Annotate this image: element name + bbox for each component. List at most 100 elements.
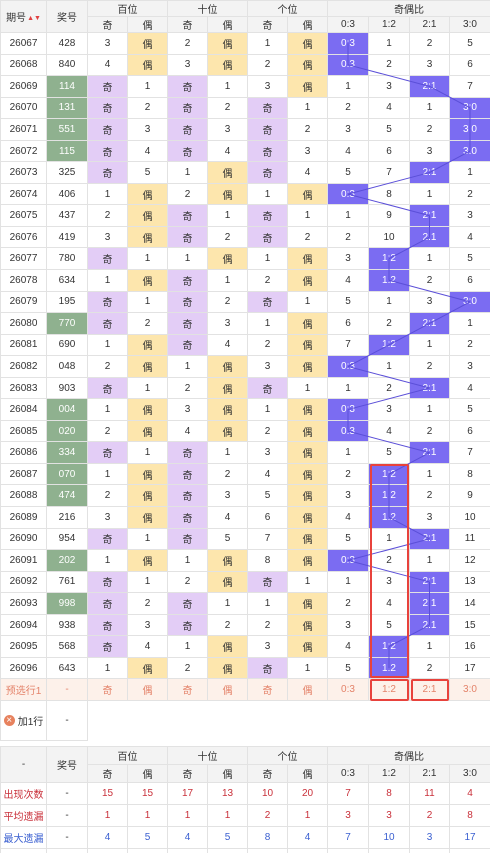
- hundreds-even-cell: 偶: [127, 32, 168, 55]
- tens-odd-cell: 奇: [167, 96, 208, 120]
- tens-odd-cell: 奇: [167, 312, 208, 335]
- units-even-cell: 偶: [287, 32, 328, 55]
- sub-header-units-odd: 奇: [247, 16, 288, 33]
- footer-units-header: 个位: [247, 746, 328, 766]
- footer-sub-1: 偶: [127, 764, 168, 784]
- tens-even-cell: 2: [207, 225, 248, 249]
- ratio-cell: 1: [368, 290, 410, 314]
- ratio-cell: 4: [368, 96, 410, 120]
- units-even-cell: 偶: [287, 527, 328, 551]
- hundreds-even-cell: 偶: [127, 462, 168, 486]
- ratio-cell: 2:1: [409, 376, 450, 400]
- hundreds-odd-cell: 2: [87, 484, 128, 508]
- ratio-cell: 5: [449, 32, 490, 55]
- table-row: 26083 903 奇 1 2 偶奇 1 1 2 2:1 4: [0, 376, 490, 400]
- sub-header-ratio-1-2: 1:2: [368, 16, 410, 33]
- prize-cell: 634: [46, 269, 88, 292]
- units-odd-cell: 1: [247, 312, 288, 335]
- stats-value: 4: [167, 826, 208, 850]
- stats-value: 3: [409, 848, 450, 853]
- tens-odd-cell: 奇: [167, 506, 208, 529]
- prize-cell: 131: [46, 96, 88, 120]
- units-odd-cell: 6: [247, 506, 288, 529]
- footer-dash-header: -: [0, 746, 47, 784]
- units-odd-cell: 奇: [247, 570, 288, 594]
- hundreds-even-cell: 2: [127, 312, 168, 335]
- predict-ratio-1-2[interactable]: 1:2: [368, 678, 410, 702]
- hundreds-odd-cell: 1: [87, 333, 128, 357]
- prize-cell: 474: [46, 484, 88, 508]
- units-even-cell: 偶: [287, 398, 328, 421]
- issue-cell: 26075: [0, 204, 47, 227]
- ratio-cell: 2:1: [409, 527, 450, 551]
- issue-cell: 26081: [0, 333, 47, 357]
- prize-cell: 325: [46, 161, 88, 184]
- sub-header-tens-even: 偶: [207, 16, 248, 33]
- ratio-cell: 3: [409, 506, 450, 529]
- ratio-cell: 2:1: [409, 204, 450, 227]
- ratio-cell: 6: [368, 139, 410, 163]
- ratio-cell: 2: [449, 182, 490, 206]
- ratio-cell: 5: [327, 527, 369, 551]
- table-row: 26090 954 奇 1 奇 5 7 偶 5 1 2:1 11: [0, 527, 490, 551]
- predict-tens-odd[interactable]: 奇: [167, 678, 208, 702]
- predict-tens-even[interactable]: 偶: [207, 678, 248, 702]
- units-odd-cell: 2: [247, 269, 288, 292]
- issue-cell: 26072: [0, 139, 47, 163]
- predict-units-odd[interactable]: 奇: [247, 678, 288, 702]
- hundreds-odd-cell: 3: [87, 225, 128, 249]
- highlight-box-predict-2-1: [410, 678, 449, 701]
- tens-even-cell: 5: [207, 527, 248, 551]
- units-odd-cell: 4: [247, 462, 288, 486]
- footer-tens-header: 十位: [167, 746, 248, 766]
- ratio-cell: 5: [368, 441, 410, 464]
- add-row-cell[interactable]: × 加1行: [0, 700, 47, 742]
- ratio-cell: 0:3: [327, 398, 369, 421]
- ratio-cell: 2:1: [409, 441, 450, 464]
- add-row-label: 加1行: [17, 717, 44, 729]
- predict-hundreds-even[interactable]: 偶: [127, 678, 168, 702]
- table-row: 26087 070 1 偶奇 2 4 偶 2 1:2 1 8: [0, 462, 490, 486]
- predict-row[interactable]: 预选行1 - 奇 偶 奇 偶 奇 偶 0:3 1:2 2:1 3:0: [0, 678, 490, 702]
- issue-column-header[interactable]: 期号▲▼: [0, 0, 47, 33]
- ratio-cell: 1: [327, 441, 369, 464]
- tens-odd-cell: 2: [167, 570, 208, 594]
- footer-sub-9: 3:0: [449, 764, 490, 784]
- stats-value: 11: [409, 782, 450, 806]
- prize-cell: 780: [46, 247, 88, 271]
- units-even-cell: 偶: [287, 635, 328, 658]
- sub-header-units-even: 偶: [287, 16, 328, 33]
- ratio-cell: 2: [409, 118, 450, 141]
- ratio-cell: 3: [409, 139, 450, 163]
- stats-value: 5: [87, 848, 128, 853]
- predict-units-even[interactable]: 偶: [287, 678, 328, 702]
- hundreds-even-cell: 偶: [127, 484, 168, 508]
- sort-icon[interactable]: ▲▼: [27, 14, 41, 22]
- tens-even-cell: 偶: [207, 419, 248, 443]
- ratio-cell: 1: [409, 462, 450, 486]
- predict-ratio-0-3[interactable]: 0:3: [327, 678, 369, 702]
- prize-cell: 938: [46, 613, 88, 637]
- issue-cell: 26082: [0, 355, 47, 378]
- issue-cell: 26080: [0, 312, 47, 335]
- table-row: 26082 048 2 偶 1 偶 3 偶 0:3 1 2 3: [0, 355, 490, 378]
- predict-hundreds-odd[interactable]: 奇: [87, 678, 128, 702]
- stats-value: 13: [207, 782, 248, 806]
- stats-prize: -: [46, 782, 88, 806]
- tens-odd-cell: 1: [167, 355, 208, 378]
- predict-ratio-3-0[interactable]: 3:0: [449, 678, 490, 702]
- tens-odd-cell: 奇: [167, 613, 208, 637]
- issue-cell: 26091: [0, 549, 47, 572]
- stats-label: 出现次数: [0, 782, 47, 806]
- tens-even-cell: 偶: [207, 247, 248, 271]
- ratio-cell: 1: [368, 32, 410, 55]
- tens-odd-cell: 奇: [167, 225, 208, 249]
- issue-cell: 26088: [0, 484, 47, 508]
- add-row-button[interactable]: × 加1行: [3, 713, 44, 729]
- stats-rows: 出现次数 -15 15 17 13 10 20 7 8 11 4 平均遗漏 -1 1 1 1 2 1 3 3 2 8 最大遗…: [0, 782, 490, 853]
- tens-even-cell: 偶: [207, 182, 248, 206]
- hundreds-even-cell: 1: [127, 441, 168, 464]
- stats-value: 7: [327, 826, 369, 850]
- stats-row: 最大遗漏 -4 5 4 5 8 4 7 10 3 17: [0, 826, 490, 850]
- tens-odd-cell: 奇: [167, 204, 208, 227]
